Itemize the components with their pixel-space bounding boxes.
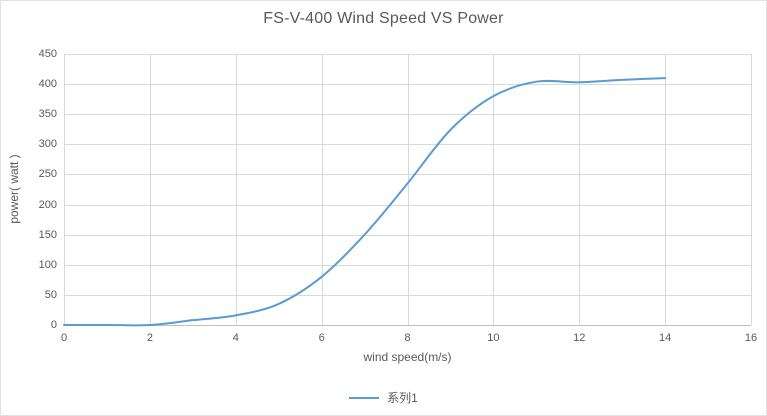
y-tick-label: 450 xyxy=(38,48,57,60)
y-axis-title: power( watt ) xyxy=(7,154,21,224)
x-tick-label: 6 xyxy=(318,332,325,344)
x-tick-label: 12 xyxy=(573,332,586,344)
y-tick-label: 400 xyxy=(38,78,57,91)
chart-title: FS-V-400 Wind Speed VS Power xyxy=(263,10,504,27)
x-tick-label: 2 xyxy=(146,332,153,344)
y-tick-label: 350 xyxy=(38,108,57,121)
y-tick-label: 100 xyxy=(38,258,57,271)
y-tick-label: 250 xyxy=(38,168,57,181)
x-tick-label: 10 xyxy=(487,332,500,344)
x-tick-label: 8 xyxy=(404,332,411,344)
series-line xyxy=(63,77,667,327)
legend: 系列1 xyxy=(1,389,766,406)
y-tick-label: 150 xyxy=(38,228,57,241)
x-tick-label: 16 xyxy=(744,332,758,344)
x-tick-label: 14 xyxy=(659,332,672,344)
legend-label: 系列1 xyxy=(387,391,418,405)
y-tick-label: 300 xyxy=(38,138,57,151)
x-tick-label: 4 xyxy=(232,332,239,344)
y-tick-label: 0 xyxy=(50,319,57,331)
y-tick-label: 200 xyxy=(38,198,57,211)
legend-line-swatch xyxy=(349,396,380,399)
x-tick-label: 0 xyxy=(60,332,68,344)
x-axis-title: wind speed(m/s) xyxy=(363,350,452,364)
y-tick-label: 50 xyxy=(44,288,57,301)
